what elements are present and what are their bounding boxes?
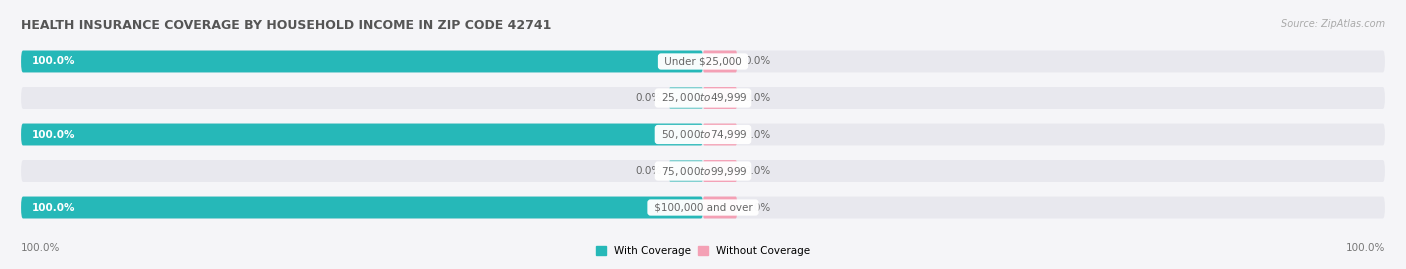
Text: $75,000 to $99,999: $75,000 to $99,999	[658, 165, 748, 178]
Text: 100.0%: 100.0%	[31, 56, 75, 66]
Text: 0.0%: 0.0%	[744, 166, 770, 176]
Text: 100.0%: 100.0%	[31, 129, 75, 140]
FancyBboxPatch shape	[21, 87, 1385, 109]
FancyBboxPatch shape	[703, 87, 737, 109]
Text: 0.0%: 0.0%	[744, 129, 770, 140]
Text: 0.0%: 0.0%	[744, 93, 770, 103]
Text: 100.0%: 100.0%	[1346, 243, 1385, 253]
FancyBboxPatch shape	[21, 51, 703, 72]
Text: 100.0%: 100.0%	[31, 203, 75, 213]
Text: 0.0%: 0.0%	[636, 93, 662, 103]
FancyBboxPatch shape	[21, 51, 1385, 72]
Text: $100,000 and over: $100,000 and over	[651, 203, 755, 213]
Text: Under $25,000: Under $25,000	[661, 56, 745, 66]
FancyBboxPatch shape	[21, 160, 1385, 182]
Text: $25,000 to $49,999: $25,000 to $49,999	[658, 91, 748, 104]
FancyBboxPatch shape	[703, 123, 737, 146]
FancyBboxPatch shape	[703, 197, 737, 218]
Text: 100.0%: 100.0%	[21, 243, 60, 253]
FancyBboxPatch shape	[669, 160, 703, 182]
FancyBboxPatch shape	[703, 51, 737, 72]
FancyBboxPatch shape	[21, 123, 703, 146]
FancyBboxPatch shape	[21, 197, 1385, 218]
Text: Source: ZipAtlas.com: Source: ZipAtlas.com	[1281, 19, 1385, 29]
FancyBboxPatch shape	[21, 123, 1385, 146]
FancyBboxPatch shape	[21, 197, 703, 218]
Text: HEALTH INSURANCE COVERAGE BY HOUSEHOLD INCOME IN ZIP CODE 42741: HEALTH INSURANCE COVERAGE BY HOUSEHOLD I…	[21, 19, 551, 32]
FancyBboxPatch shape	[703, 160, 737, 182]
Text: 0.0%: 0.0%	[744, 56, 770, 66]
Text: $50,000 to $74,999: $50,000 to $74,999	[658, 128, 748, 141]
FancyBboxPatch shape	[669, 87, 703, 109]
Text: 0.0%: 0.0%	[744, 203, 770, 213]
Legend: With Coverage, Without Coverage: With Coverage, Without Coverage	[596, 246, 810, 256]
Text: 0.0%: 0.0%	[636, 166, 662, 176]
